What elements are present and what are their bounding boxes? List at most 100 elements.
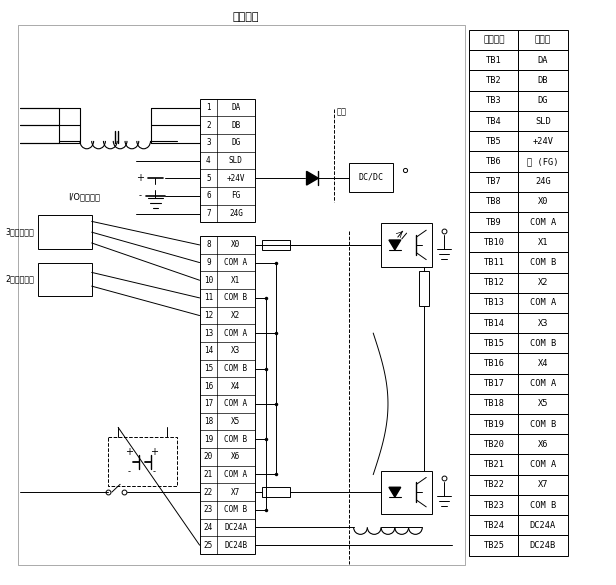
Bar — [419, 271, 429, 306]
Bar — [519, 252, 567, 273]
Text: DC24A: DC24A — [224, 523, 248, 532]
Bar — [262, 487, 290, 497]
Text: TB12: TB12 — [484, 278, 505, 287]
Polygon shape — [307, 171, 318, 185]
Text: COM B: COM B — [224, 294, 248, 302]
Text: COM B: COM B — [530, 258, 556, 267]
Bar — [519, 30, 567, 50]
Text: X0: X0 — [231, 240, 240, 249]
Text: 1: 1 — [206, 103, 211, 112]
Bar — [519, 152, 567, 171]
Text: TB7: TB7 — [486, 177, 502, 186]
Text: TB17: TB17 — [484, 379, 505, 388]
Text: 24G: 24G — [535, 177, 551, 186]
Text: TB8: TB8 — [486, 197, 502, 207]
Text: 绝缘: 绝缘 — [337, 107, 347, 116]
Text: COM A: COM A — [224, 470, 248, 479]
Bar — [519, 414, 567, 434]
Text: DC24A: DC24A — [530, 521, 556, 530]
Bar — [469, 131, 519, 152]
Text: X2: X2 — [231, 311, 240, 320]
Text: SLD: SLD — [229, 156, 243, 165]
Bar — [38, 215, 92, 249]
Text: 2: 2 — [206, 121, 211, 130]
Text: X2: X2 — [538, 278, 548, 287]
Bar — [519, 313, 567, 333]
Bar — [469, 252, 519, 273]
Text: COM B: COM B — [530, 419, 556, 429]
Bar — [469, 273, 519, 293]
Text: 16: 16 — [204, 381, 213, 391]
Text: 17: 17 — [204, 400, 213, 408]
Bar — [519, 232, 567, 252]
Bar — [469, 91, 519, 111]
Bar — [519, 535, 567, 556]
Text: X3: X3 — [231, 346, 240, 355]
Text: DG: DG — [231, 139, 240, 147]
Text: TB19: TB19 — [484, 419, 505, 429]
Bar — [469, 374, 519, 394]
Text: COM B: COM B — [224, 364, 248, 373]
Text: DB: DB — [231, 121, 240, 130]
Text: 5: 5 — [206, 174, 211, 183]
Bar — [469, 434, 519, 455]
Bar — [519, 474, 567, 495]
Text: TB3: TB3 — [486, 97, 502, 105]
Text: 20: 20 — [204, 452, 213, 462]
Bar — [469, 152, 519, 171]
Text: COM B: COM B — [530, 339, 556, 348]
Bar — [519, 50, 567, 70]
Bar — [18, 25, 464, 565]
Text: TB21: TB21 — [484, 460, 505, 469]
Text: DA: DA — [538, 56, 548, 65]
Text: X5: X5 — [231, 417, 240, 426]
Text: X4: X4 — [538, 359, 548, 368]
Bar — [469, 474, 519, 495]
Bar — [469, 333, 519, 353]
Text: X7: X7 — [231, 488, 240, 497]
Text: COM A: COM A — [530, 298, 556, 307]
Bar — [381, 470, 432, 514]
Polygon shape — [389, 487, 401, 497]
Text: TB13: TB13 — [484, 298, 505, 307]
Text: 23: 23 — [204, 505, 213, 514]
Text: DC24B: DC24B — [530, 541, 556, 550]
Text: X5: X5 — [538, 400, 548, 408]
Bar — [469, 414, 519, 434]
Text: 12: 12 — [204, 311, 213, 320]
Text: 15: 15 — [204, 364, 213, 373]
Text: -: - — [153, 467, 156, 476]
Bar — [469, 50, 519, 70]
Text: X0: X0 — [538, 197, 548, 207]
Bar — [519, 374, 567, 394]
Bar — [200, 236, 254, 554]
Text: COM A: COM A — [530, 218, 556, 226]
Text: -: - — [138, 191, 141, 200]
Text: DB: DB — [538, 76, 548, 85]
Text: COM A: COM A — [224, 258, 248, 267]
Text: COM A: COM A — [530, 460, 556, 469]
Text: TB2: TB2 — [486, 76, 502, 85]
Text: 19: 19 — [204, 435, 213, 443]
Text: COM B: COM B — [530, 501, 556, 510]
Text: TB14: TB14 — [484, 319, 505, 328]
Text: DA: DA — [231, 103, 240, 112]
Bar — [519, 333, 567, 353]
Bar — [469, 293, 519, 313]
Text: COM B: COM B — [224, 435, 248, 443]
Bar — [519, 353, 567, 374]
Text: COM A: COM A — [224, 329, 248, 338]
Text: TB1: TB1 — [486, 56, 502, 65]
Bar — [519, 111, 567, 131]
Bar — [519, 515, 567, 535]
Bar — [469, 535, 519, 556]
Text: SLD: SLD — [535, 116, 551, 126]
Bar — [469, 515, 519, 535]
Text: I/O模块电源: I/O模块电源 — [68, 192, 100, 201]
Text: 8: 8 — [206, 240, 211, 249]
Text: TB16: TB16 — [484, 359, 505, 368]
Text: 11: 11 — [204, 294, 213, 302]
Bar — [469, 171, 519, 192]
Bar — [469, 394, 519, 414]
Text: 18: 18 — [204, 417, 213, 426]
